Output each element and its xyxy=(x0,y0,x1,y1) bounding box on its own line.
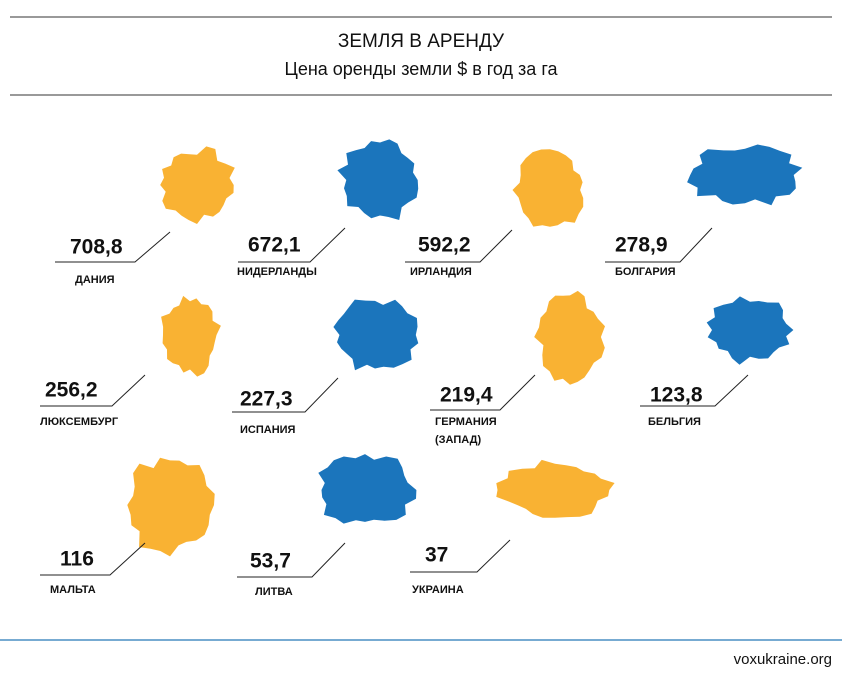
country-name: ГЕРМАНИЯ xyxy=(435,416,497,428)
country-name: ЛЮКСЕМБУРГ xyxy=(40,416,119,428)
pointer-line xyxy=(238,227,346,263)
value-label: 53,7 xyxy=(250,550,291,573)
country-name: БЕЛЬГИЯ xyxy=(648,416,701,428)
pointer-line xyxy=(640,374,749,407)
country-shape xyxy=(496,459,615,518)
country-name: (ЗАПАД) xyxy=(435,434,481,446)
country-shape xyxy=(161,295,221,377)
country-shape xyxy=(337,139,419,220)
country-shape xyxy=(318,454,417,524)
value-label: 116 xyxy=(60,548,94,571)
country-name: ИРЛАНДИЯ xyxy=(410,266,472,278)
pointer-line xyxy=(405,229,513,263)
country-shape xyxy=(534,290,605,385)
pointer-line xyxy=(55,231,171,263)
value-label: 278,9 xyxy=(615,234,668,257)
value-label: 227,3 xyxy=(240,388,293,411)
country-shape xyxy=(706,296,794,365)
pointer-line xyxy=(40,542,146,576)
pointer-line xyxy=(232,377,339,413)
title: ЗЕМЛЯ В АРЕНДУ xyxy=(338,31,505,52)
country-name: МАЛЬТА xyxy=(50,584,96,596)
country-shape xyxy=(512,149,584,227)
value-label: 592,2 xyxy=(418,234,471,257)
value-label: 37 xyxy=(425,544,448,567)
country-name: ИСПАНИЯ xyxy=(240,424,296,436)
pointer-line xyxy=(237,542,346,578)
country-shape xyxy=(687,144,803,206)
country-name: ДАНИЯ xyxy=(75,274,115,286)
subtitle: Цена оренды земли $ в год за га xyxy=(285,59,559,79)
value-label: 708,8 xyxy=(70,236,123,259)
value-label: 219,4 xyxy=(440,384,493,407)
pointer-line xyxy=(410,539,511,573)
pointer-line xyxy=(40,374,146,407)
country-name: ЛИТВА xyxy=(255,586,293,598)
country-name: УКРАИНА xyxy=(412,584,464,596)
country-shape xyxy=(160,146,235,224)
pointer-line xyxy=(605,227,713,263)
country-name: НИДЕРЛАНДЫ xyxy=(237,266,317,278)
source: voxukraine.org xyxy=(734,651,832,668)
country-name: БОЛГАРИЯ xyxy=(615,266,676,278)
country-shape xyxy=(127,457,215,557)
pointer-line xyxy=(430,374,536,411)
value-label: 256,2 xyxy=(45,379,98,402)
value-label: 123,8 xyxy=(650,384,703,407)
country-shape xyxy=(333,299,419,371)
value-label: 672,1 xyxy=(248,234,301,257)
